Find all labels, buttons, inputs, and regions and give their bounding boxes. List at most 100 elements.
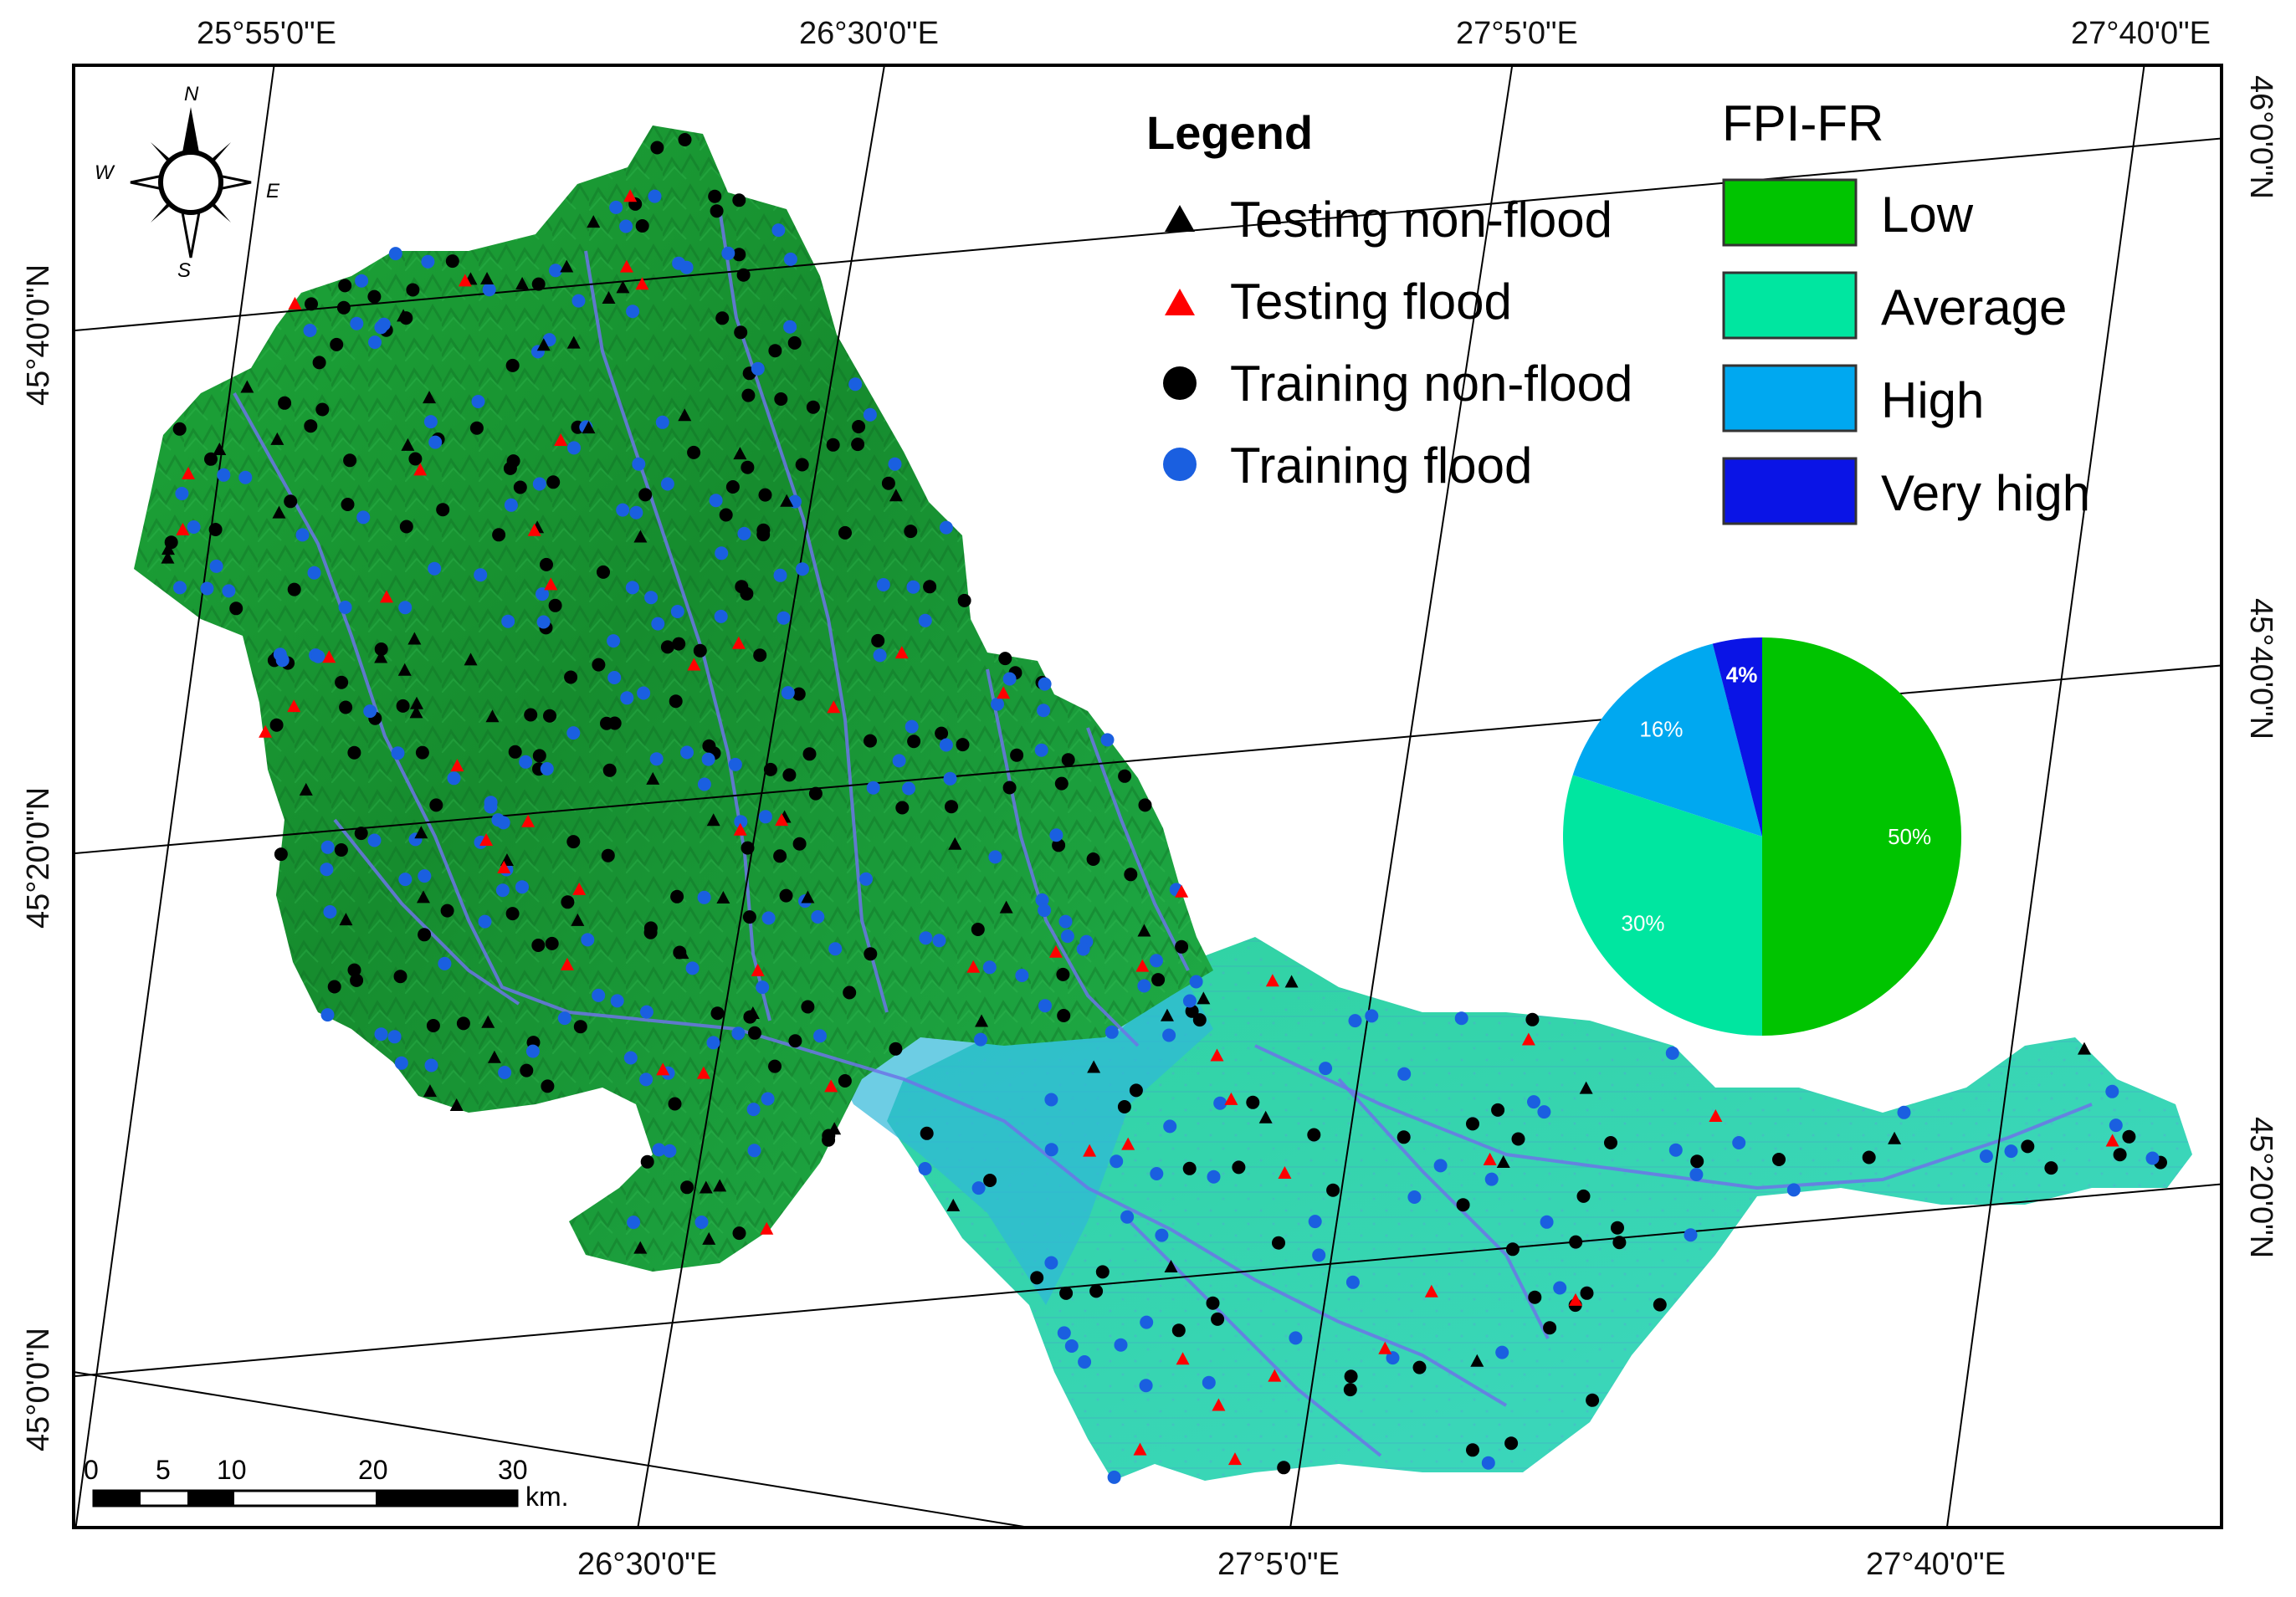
training-flood-point: [1163, 1119, 1177, 1134]
training-nonflood-point: [418, 928, 432, 942]
training-nonflood-point: [782, 768, 797, 782]
training-nonflood-point: [1569, 1235, 1583, 1249]
training-nonflood-point: [338, 279, 352, 293]
testing-nonflood-point: [1496, 1154, 1510, 1168]
training-nonflood-point: [1611, 1221, 1624, 1235]
testing-nonflood-point: [270, 432, 284, 445]
training-nonflood-point: [920, 1126, 934, 1140]
training-flood-point: [971, 1181, 986, 1195]
training-flood-point: [939, 520, 953, 535]
training-nonflood-point: [708, 189, 722, 203]
training-flood-point: [619, 219, 633, 233]
training-nonflood-point: [600, 716, 613, 730]
training-nonflood-point: [396, 699, 410, 713]
training-flood-point: [888, 457, 902, 471]
training-nonflood-point: [756, 523, 771, 537]
training-nonflood-point: [2113, 1148, 2127, 1162]
compass-rose: N S E W: [95, 83, 280, 282]
testing-flood-point: [1212, 1398, 1226, 1411]
training-flood-point: [1397, 1067, 1412, 1081]
lon-label-top-2: 26°30'0"E: [799, 16, 939, 51]
sample-points-layer: [161, 133, 2167, 1484]
training-nonflood-point: [284, 494, 298, 509]
testing-nonflood-point: [423, 1084, 437, 1098]
training-nonflood-point: [643, 921, 658, 935]
training-flood-point: [504, 498, 518, 512]
training-nonflood-point: [1171, 1323, 1186, 1338]
training-nonflood-point: [304, 419, 318, 433]
training-nonflood-point: [445, 254, 459, 269]
training-nonflood-point: [436, 503, 450, 517]
testing-flood-point: [623, 189, 638, 202]
testing-nonflood-point: [299, 782, 313, 796]
training-flood-point: [697, 890, 711, 904]
training-flood-point: [746, 1103, 761, 1117]
training-flood-point: [1107, 1470, 1121, 1484]
fpi-swatch-low: [1722, 178, 1858, 247]
training-flood-point: [715, 546, 729, 560]
testing-nonflood-point: [602, 291, 616, 305]
training-flood-point: [1495, 1345, 1509, 1359]
training-nonflood-point: [561, 895, 575, 909]
training-flood-point: [663, 1144, 677, 1158]
testing-flood-point: [1709, 1108, 1723, 1122]
testing-flood-point: [966, 960, 981, 973]
training-nonflood-point: [635, 219, 649, 233]
training-nonflood-point: [426, 1019, 440, 1032]
training-flood-point: [1137, 979, 1151, 993]
training-flood-point: [1162, 1028, 1176, 1042]
testing-flood-point: [450, 759, 464, 772]
training-flood-point: [751, 361, 765, 376]
training-nonflood-point: [520, 1063, 534, 1077]
testing-flood-point: [1176, 1352, 1190, 1365]
training-nonflood-point: [573, 1020, 587, 1034]
training-nonflood-point: [1151, 973, 1166, 987]
training-flood-point: [1150, 1167, 1164, 1180]
training-flood-point: [626, 305, 640, 319]
lat-label-right-2: 45°40'0"N: [2243, 598, 2278, 740]
training-flood-point: [1189, 975, 1203, 989]
testing-nonflood-point: [616, 280, 630, 294]
training-flood-point: [694, 1216, 709, 1229]
training-flood-point: [918, 1162, 932, 1175]
training-flood-point: [1786, 1183, 1801, 1197]
testing-nonflood-point: [713, 1179, 727, 1192]
training-flood-point: [1002, 672, 1017, 686]
training-nonflood-point: [350, 973, 364, 987]
training-flood-point: [2109, 1118, 2123, 1133]
pie-label-low: 50%: [1888, 824, 1931, 849]
scale-segment-10-15: [187, 1491, 234, 1506]
training-flood-point: [892, 754, 906, 768]
training-flood-point: [1527, 1095, 1540, 1109]
scale-bar: 0 5 10 20 30 km.: [84, 1455, 569, 1512]
fpi-swatch-high: [1722, 364, 1858, 433]
fpi-legend: FPI-FR Low Average High Very high: [1722, 95, 2090, 525]
training-nonflood-point: [852, 420, 866, 433]
training-flood-point: [1038, 999, 1052, 1013]
training-flood-point: [367, 833, 382, 847]
training-nonflood-point: [774, 392, 788, 406]
training-nonflood-point: [669, 694, 683, 709]
training-nonflood-point: [923, 580, 937, 594]
training-nonflood-point: [503, 461, 517, 475]
training-nonflood-point: [672, 637, 686, 651]
training-nonflood-point: [415, 745, 429, 760]
training-flood-point: [1058, 914, 1073, 929]
training-nonflood-point: [710, 1006, 725, 1021]
training-flood-point: [655, 415, 669, 429]
training-flood-point: [498, 1066, 512, 1079]
training-flood-point: [1044, 1093, 1058, 1107]
training-flood-point: [1015, 969, 1029, 982]
training-nonflood-point: [1056, 967, 1070, 981]
training-flood-point: [758, 810, 772, 824]
testing-flood-point: [1268, 1369, 1282, 1382]
training-flood-point: [388, 247, 402, 261]
training-flood-point: [368, 335, 382, 350]
training-nonflood-point: [1397, 1130, 1411, 1144]
training-nonflood-point: [871, 633, 885, 648]
training-nonflood-point: [763, 762, 777, 776]
lat-label-left-2: 45°20'0"N: [21, 787, 56, 929]
training-nonflood-point: [601, 848, 615, 862]
training-nonflood-point: [429, 798, 443, 812]
